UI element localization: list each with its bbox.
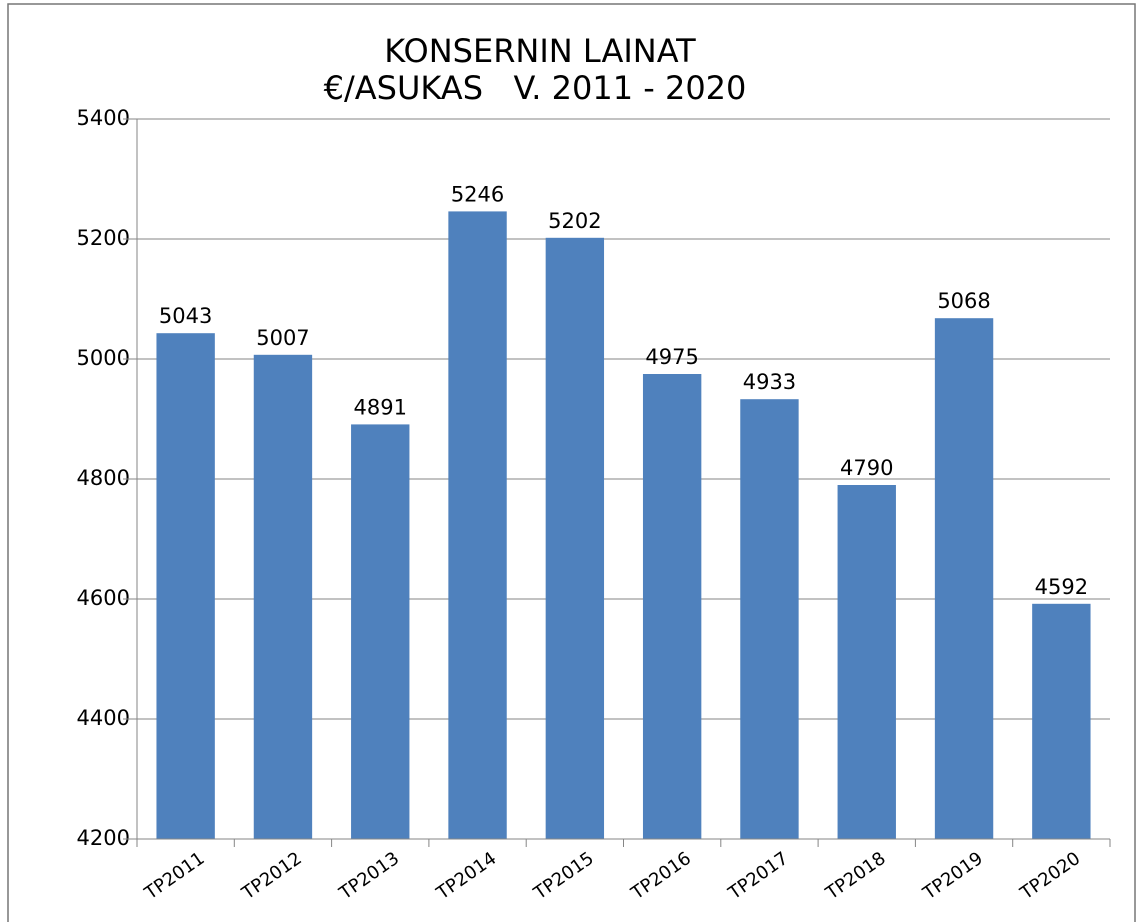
bar bbox=[740, 399, 799, 839]
data-label: 4592 bbox=[1035, 575, 1088, 599]
y-tick-label: 4600 bbox=[77, 586, 130, 610]
bar bbox=[642, 374, 702, 839]
bar bbox=[934, 318, 994, 839]
data-label: 4933 bbox=[743, 370, 796, 394]
data-label: 5007 bbox=[256, 326, 309, 350]
y-tick-label: 4200 bbox=[77, 826, 130, 850]
data-label: 5246 bbox=[451, 182, 504, 206]
y-tick-label: 5000 bbox=[77, 346, 130, 370]
bar bbox=[351, 424, 410, 839]
bar bbox=[156, 333, 215, 839]
bar bbox=[545, 237, 605, 840]
data-label: 4790 bbox=[840, 456, 893, 480]
bar bbox=[837, 485, 896, 839]
chart-title: KONSERNIN LAINAT bbox=[384, 32, 696, 70]
data-label: 5068 bbox=[937, 289, 990, 313]
data-label: 5043 bbox=[159, 304, 212, 328]
y-tick-label: 5200 bbox=[77, 226, 130, 250]
y-tick-label: 4400 bbox=[77, 706, 130, 730]
bar bbox=[1032, 603, 1091, 839]
bar bbox=[253, 354, 313, 839]
data-label: 4891 bbox=[354, 395, 407, 419]
y-tick-label: 5400 bbox=[77, 106, 130, 130]
bar bbox=[448, 211, 507, 839]
y-tick-label: 4800 bbox=[77, 466, 130, 490]
chart-title: €/ASUKAS V. 2011 - 2020 bbox=[324, 69, 747, 107]
data-label: 4975 bbox=[645, 345, 698, 369]
data-label: 5202 bbox=[548, 209, 601, 233]
